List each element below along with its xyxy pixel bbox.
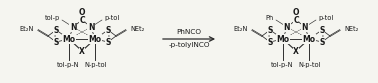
Text: S: S (105, 25, 111, 35)
Text: p-tol: p-tol (104, 15, 119, 21)
Text: S: S (105, 38, 111, 46)
Text: tol-p-N: tol-p-N (271, 62, 293, 68)
Text: N: N (88, 22, 94, 32)
Text: Ph: Ph (266, 15, 274, 21)
Text: N: N (302, 22, 308, 32)
Text: N: N (70, 22, 76, 32)
Text: N-p-tol: N-p-tol (85, 62, 107, 68)
Text: N: N (284, 22, 290, 32)
Text: Mo: Mo (62, 35, 76, 43)
Text: S: S (319, 38, 325, 46)
Text: Et₂N: Et₂N (20, 26, 34, 32)
Text: NEt₂: NEt₂ (344, 26, 358, 32)
Text: X: X (293, 46, 299, 56)
Text: -p-tolylNCO: -p-tolylNCO (168, 42, 210, 48)
Text: N-p-tol: N-p-tol (299, 62, 321, 68)
Text: S: S (53, 38, 59, 46)
Text: Mo: Mo (88, 35, 102, 43)
Text: Mo: Mo (276, 35, 290, 43)
Text: S: S (319, 25, 325, 35)
Text: tol-p-N: tol-p-N (57, 62, 79, 68)
Text: O: O (79, 7, 85, 17)
Text: S: S (267, 25, 273, 35)
Text: S: S (267, 38, 273, 46)
Text: X: X (79, 46, 85, 56)
Text: S: S (53, 25, 59, 35)
Text: tol-p: tol-p (45, 15, 60, 21)
Text: NEt₂: NEt₂ (130, 26, 144, 32)
Text: p-tol: p-tol (318, 15, 333, 21)
Text: PhNCO: PhNCO (177, 29, 201, 35)
Text: O: O (293, 7, 299, 17)
Text: C: C (293, 16, 299, 24)
Text: Et₂N: Et₂N (234, 26, 248, 32)
Text: C: C (79, 16, 85, 24)
Text: Mo: Mo (302, 35, 316, 43)
